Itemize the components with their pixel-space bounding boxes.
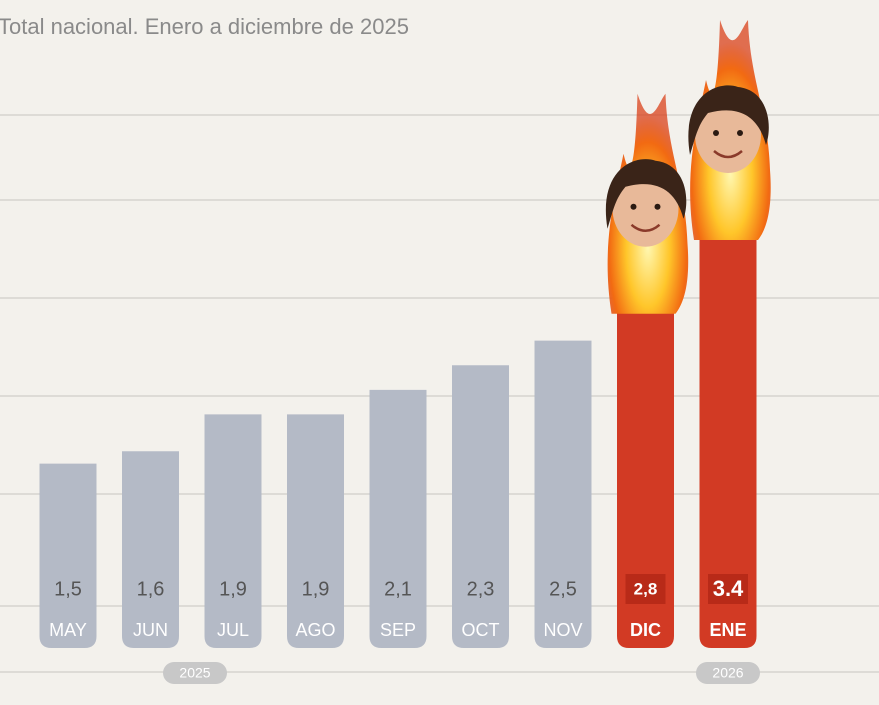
value-label: 1,9: [219, 578, 247, 600]
bar: [369, 389, 427, 648]
value-label: 3.4: [713, 576, 744, 601]
year-pill: [696, 662, 760, 684]
bar: [122, 451, 179, 648]
year-label: 2025: [179, 665, 210, 681]
value-label: 2,5: [549, 578, 577, 600]
hair: [688, 85, 769, 155]
chart-title: Total nacional. Enero a diciembre de 202…: [0, 14, 409, 39]
bar: [452, 365, 509, 648]
x-tick-label: AGO: [295, 620, 335, 640]
year-label: 2026: [712, 665, 743, 681]
value-label: 1,9: [302, 578, 330, 600]
value-label: 1,5: [54, 578, 82, 600]
x-tick-label: NOV: [543, 620, 582, 640]
bars: 1,5 MAY 1,6 JUN 1,9 JUL 1,9 AGO 2,1 SEP 2,3 OCT 2,5 N…: [39, 20, 771, 648]
eye: [630, 203, 637, 210]
x-tick-label: DIC: [630, 620, 661, 640]
value-label: 1,6: [137, 578, 165, 600]
x-tick-label: SEP: [380, 620, 416, 640]
value-label: 2,1: [384, 578, 412, 600]
x-tick-label: JUL: [217, 620, 249, 640]
value-box: [708, 574, 748, 604]
bar: [534, 340, 592, 648]
bar: [699, 230, 757, 648]
value-box: [625, 574, 666, 604]
value-label: 2,8: [634, 579, 658, 598]
bar: [617, 303, 674, 648]
x-tick-label: ENE: [709, 620, 746, 640]
bar: [204, 414, 262, 648]
year-pill: [163, 662, 227, 684]
x-tick-label: JUN: [133, 620, 168, 640]
eye: [737, 130, 743, 136]
face: [612, 170, 679, 247]
face: [695, 97, 761, 173]
bar: [39, 463, 97, 648]
bar: [287, 414, 344, 648]
eye: [713, 130, 719, 136]
eye: [654, 203, 661, 210]
value-label: 2,3: [467, 578, 495, 600]
x-tick-label: OCT: [462, 620, 500, 640]
smile: [630, 223, 661, 233]
hair: [605, 159, 687, 229]
smile: [713, 150, 743, 159]
x-tick-label: MAY: [49, 620, 87, 640]
